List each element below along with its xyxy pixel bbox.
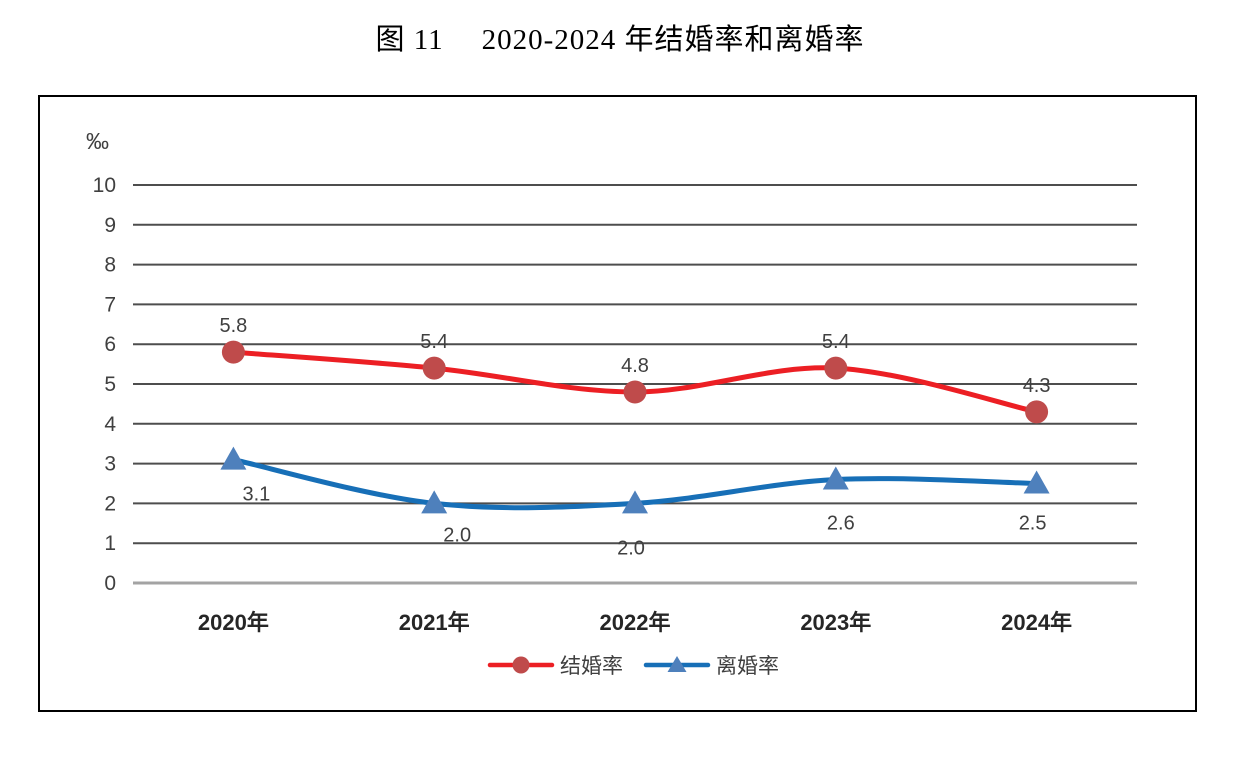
- x-tick-label: 2021年: [399, 610, 470, 635]
- figure-title-text: 2020-2024 年结婚率和离婚率: [481, 24, 865, 56]
- marriage-rate-value-label: 5.8: [219, 315, 247, 337]
- divorce-rate-marker: [220, 446, 247, 470]
- divorce-rate-value-label: 2.0: [443, 524, 471, 546]
- y-tick-label: 5: [104, 373, 116, 396]
- marriage-rate-value-label: 5.4: [420, 331, 448, 353]
- chart-title: 图 11 2020-2024 年结婚率和离婚率: [0, 16, 1240, 58]
- legend-divorce-rate-label: 离婚率: [716, 655, 779, 678]
- marriage-rate-value-label: 5.4: [822, 331, 850, 353]
- divorce-rate-value-label: 3.1: [242, 484, 270, 506]
- marriage-rate-marker: [221, 340, 245, 364]
- y-tick-label: 8: [104, 254, 116, 277]
- y-tick-label: 2: [104, 492, 116, 515]
- y-axis-unit-label: ‰: [86, 128, 109, 154]
- legend-marriage-rate-marker: [512, 656, 530, 674]
- marriage-rate-marker: [1025, 400, 1049, 424]
- divorce-rate-value-label: 2.6: [827, 513, 855, 535]
- marriage-rate-marker: [422, 356, 446, 380]
- divorce-rate-marker: [1023, 470, 1050, 494]
- x-tick-label: 2022年: [600, 610, 671, 635]
- x-tick-label: 2023年: [800, 610, 871, 635]
- marriage-rate-value-label: 4.3: [1023, 375, 1051, 397]
- x-tick-label: 2024年: [1001, 610, 1072, 635]
- marriage-rate-marker: [824, 356, 848, 380]
- chart-frame: ‰ 0 1 2 3 4 5 6 7 8 9 10 2020年 2021年 2022年 2023年 2024年 5.…: [38, 95, 1197, 712]
- y-tick-label: 1: [104, 532, 116, 555]
- divorce-rate-marker: [421, 490, 448, 514]
- y-tick-label: 0: [104, 572, 116, 595]
- y-tick-label: 9: [104, 214, 116, 237]
- legend-marriage-rate-label: 结婚率: [560, 655, 623, 678]
- divorce-rate-marker: [822, 466, 849, 490]
- legend-divorce-rate-marker: [667, 656, 687, 672]
- chart-svg: ‰ 0 1 2 3 4 5 6 7 8 9 10 2020年 2021年 2022年 2023年 2024年 5.…: [86, 128, 1137, 678]
- x-tick-label: 2020年: [198, 610, 269, 635]
- y-tick-label: 3: [104, 453, 116, 476]
- figure-number: 图 11: [375, 24, 444, 56]
- marriage-rate-marker: [623, 380, 647, 404]
- marriage-rate-value-label: 4.8: [621, 355, 649, 377]
- y-tick-label: 6: [104, 333, 116, 356]
- y-tick-label: 10: [93, 174, 116, 197]
- divorce-rate-value-label: 2.0: [617, 537, 645, 559]
- divorce-rate-marker: [622, 490, 648, 514]
- y-tick-label: 4: [104, 413, 116, 436]
- y-tick-label: 7: [104, 293, 116, 316]
- divorce-rate-value-label: 2.5: [1019, 513, 1047, 535]
